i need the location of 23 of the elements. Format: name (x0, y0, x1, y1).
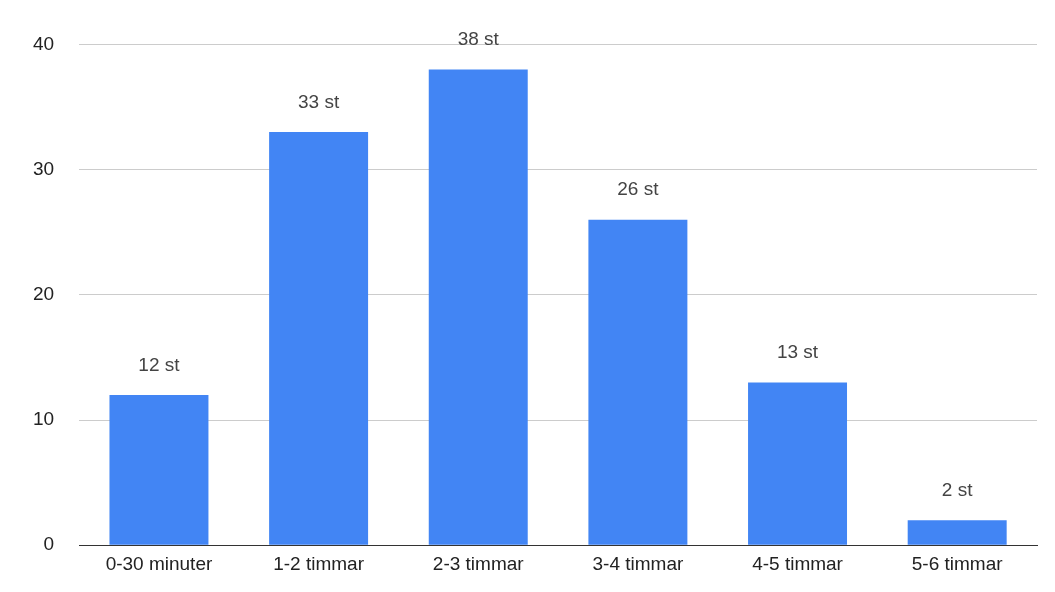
x-tick-label: 4-5 timmar (752, 552, 844, 574)
bar (269, 132, 369, 545)
bar (109, 394, 209, 545)
x-tick-label: 5-6 timmar (911, 552, 1004, 574)
y-tick-label: 30 (32, 157, 55, 179)
y-tick-label: 20 (32, 283, 55, 305)
data-label: 13 st (776, 341, 819, 363)
data-label: 2 st (941, 478, 974, 500)
x-tick-label: 2-3 timmar (432, 552, 525, 574)
x-tick-label: 1-2 timmar (273, 552, 365, 574)
bar (907, 520, 1007, 545)
bar (748, 382, 848, 545)
data-label: 26 st (617, 178, 660, 200)
data-label: 33 st (298, 90, 340, 112)
x-tick-label: 0-30 minuter (105, 552, 213, 574)
y-tick-label: 40 (32, 32, 55, 54)
y-tick-label: 10 (32, 408, 55, 430)
bar (588, 219, 688, 545)
y-tick-label: 0 (43, 533, 55, 555)
x-tick-label: 3-4 timmar (592, 552, 684, 574)
data-label: 12 st (138, 353, 181, 375)
bar (428, 69, 528, 545)
data-label: 38 st (457, 28, 500, 50)
